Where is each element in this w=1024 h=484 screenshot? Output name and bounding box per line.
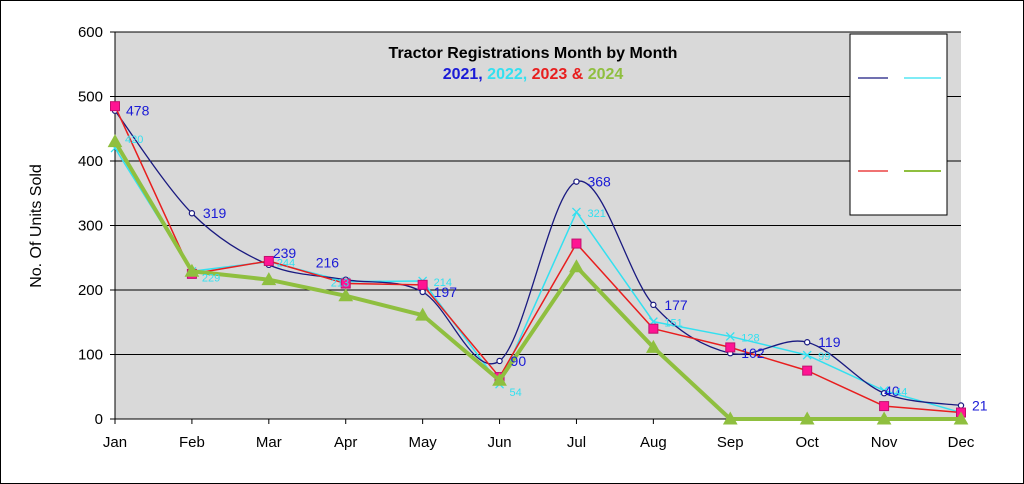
point-2023-Aug [648,323,659,334]
x-tick-label: Nov [871,434,898,451]
data-label-2022-Sep: 128 [741,332,759,344]
x-tick-label: Jan [103,434,127,451]
point-2023-Nov [879,401,890,412]
y-tick-label: 500 [78,89,103,106]
data-label-2021-Oct: 119 [818,334,841,350]
legend-box [849,33,948,216]
data-label-2021-Jun: 90 [511,353,527,369]
point-2023-May [417,279,428,290]
y-tick-label: 200 [78,282,103,299]
point-2023-Oct [802,365,813,376]
series-2024 [107,134,969,425]
y-tick-label: 100 [78,347,103,364]
data-label-2022-Jan: 420 [125,134,143,146]
point-2024-Aug [646,339,661,353]
x-tick-label: Sep [717,434,744,451]
data-label-2022-Jun: 54 [510,387,522,399]
y-tick-labels: 0 100 200 300 400 500 600 [78,24,103,428]
data-label-2022-Aug: 151 [664,318,682,330]
point-2024-Mar [261,272,277,286]
data-label-2021-Jan: 478 [126,103,150,119]
point-2024-Feb [184,263,200,277]
point-2021-Oct [803,339,811,346]
x-tick-label: Jul [567,434,586,451]
x-tick-label: Mar [256,434,282,451]
data-label-2021-Sep: 102 [741,345,765,361]
data-label-2021-Apr: 216 [316,255,340,271]
x-tick-label: Jun [487,434,511,451]
series-layer [107,101,969,425]
data-label-2021-Mar: 239 [273,245,297,261]
point-2021-Jul [573,178,580,185]
x-tick-label: Feb [179,434,205,451]
subtitle-part: & [567,66,587,83]
x-tick-label: May [408,434,437,451]
data-label-2022-May: 214 [434,277,452,289]
gridlines [110,31,962,424]
x-tick-label: Dec [948,434,975,451]
y-axis-label: No. Of Units Sold [28,164,45,288]
data-label-2021-Feb: 319 [203,205,227,221]
point-2024-Sep [722,411,738,425]
point-2022-Jul [571,207,581,217]
subtitle-part: 2024 [588,66,624,83]
point-2024-Nov [876,411,892,425]
y-tick-label: 300 [78,218,103,235]
point-2024-Jul [569,259,584,273]
data-label-2022-Feb: 229 [202,272,220,284]
data-label-2022-Mar: 244 [277,258,295,270]
x-tick-label: Oct [796,434,820,451]
point-2023-Jul [571,238,582,249]
data-label-2022-Nov: 44 [895,387,907,399]
point-2021-May [419,288,426,296]
point-2024-Jun [492,372,507,386]
chart-subtitle: 2021, 2022, 2023 & 2024 [443,66,624,83]
point-2023-Jan [110,101,120,112]
data-label-2021-Aug: 177 [664,297,688,313]
subtitle-part: 2021 [443,66,479,83]
point-2021-Feb [188,210,196,217]
data-label-2021-Nov: 40 [884,383,900,399]
data-label-2022-Jul: 321 [587,208,605,220]
data-labels: 478 319 239 216 197 90 368 177 102 119 40 21 420 229 2… [125,103,988,414]
point-2024-Dec [953,411,969,425]
series-2021 [111,107,965,409]
series-line-2023 [114,105,962,414]
point-2024-Apr [338,288,354,302]
point-2023-Sep [725,342,736,353]
point-2022-Oct [802,350,812,360]
subtitle-part: 2023 [532,66,568,83]
point-2022-Sep [725,331,735,341]
data-label-2021-Jul: 368 [587,174,611,190]
point-2024-May [415,307,430,321]
subtitle-part: 2022 [487,66,523,83]
chart-title: Tractor Registrations Month by Month [389,45,678,62]
x-tick-labels: Jan Feb Mar Apr May Jun Jul Aug Sep Oct Nov Dec [103,434,975,451]
point-2024-Oct [799,411,815,425]
point-2023-Mar [263,255,274,266]
point-2021-Jun [496,357,503,365]
legend [849,33,948,216]
data-label-2021-May: 197 [434,284,458,300]
x-tick-label: Apr [334,434,357,451]
subtitle-part: , [478,66,487,83]
point-2021-Aug [650,301,657,309]
data-label-2022-Apr: 213 [331,278,349,290]
x-tick-label: Aug [640,434,667,451]
point-2021-Dec [957,402,965,409]
point-2023-Apr [340,278,351,289]
point-2024-Jan [107,134,123,148]
subtitle-part: , [523,66,532,83]
series-line-2024 [113,140,961,421]
point-2021-Nov [880,390,888,397]
y-tick-label: 0 [95,411,103,428]
y-tick-label: 400 [78,153,103,170]
data-label-2022-Oct: 99 [818,351,830,363]
y-tick-label: 600 [78,24,103,41]
data-label-2021-Dec: 21 [972,397,988,413]
